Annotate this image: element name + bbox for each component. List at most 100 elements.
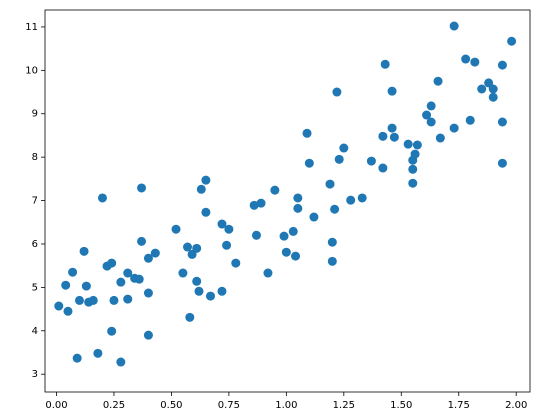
point bbox=[378, 163, 388, 173]
point bbox=[426, 117, 436, 127]
point bbox=[465, 115, 475, 125]
x-tick-label: 1.25 bbox=[333, 400, 355, 411]
point bbox=[150, 248, 160, 258]
point bbox=[231, 258, 241, 268]
point bbox=[408, 178, 418, 188]
point bbox=[422, 110, 432, 120]
point bbox=[293, 193, 303, 203]
point bbox=[380, 59, 390, 69]
point bbox=[263, 268, 273, 278]
point bbox=[291, 251, 301, 261]
point bbox=[309, 212, 319, 222]
point bbox=[410, 149, 420, 159]
point bbox=[497, 158, 507, 168]
point bbox=[293, 203, 303, 213]
point bbox=[387, 86, 397, 96]
point bbox=[470, 57, 480, 67]
y-tick-label: 3 bbox=[32, 369, 38, 380]
point bbox=[408, 164, 418, 174]
point bbox=[217, 219, 227, 229]
point bbox=[507, 36, 517, 46]
point bbox=[270, 185, 280, 195]
point bbox=[325, 179, 335, 189]
point bbox=[79, 246, 89, 256]
point bbox=[497, 60, 507, 70]
point bbox=[116, 357, 126, 367]
x-tick-label: 0.25 bbox=[103, 400, 125, 411]
y-tick-label: 5 bbox=[32, 282, 38, 293]
x-tick-label: 0.00 bbox=[45, 400, 67, 411]
point bbox=[330, 204, 340, 214]
point bbox=[137, 183, 147, 193]
point bbox=[107, 326, 117, 336]
point bbox=[304, 158, 314, 168]
point bbox=[222, 240, 232, 250]
point bbox=[327, 237, 337, 247]
x-tick-label: 1.50 bbox=[390, 400, 412, 411]
point bbox=[279, 231, 289, 241]
point bbox=[435, 133, 445, 143]
y-tick-label: 6 bbox=[32, 239, 38, 250]
point bbox=[185, 312, 195, 322]
point bbox=[334, 154, 344, 164]
point bbox=[123, 268, 133, 278]
point bbox=[143, 330, 153, 340]
point bbox=[387, 123, 397, 133]
point bbox=[192, 276, 202, 286]
point bbox=[412, 140, 422, 150]
point bbox=[192, 243, 202, 253]
point bbox=[74, 295, 84, 305]
y-tick-label: 7 bbox=[32, 196, 38, 207]
point bbox=[109, 295, 119, 305]
point bbox=[183, 242, 193, 252]
point bbox=[217, 286, 227, 296]
point bbox=[433, 76, 443, 86]
point bbox=[134, 274, 144, 284]
point bbox=[143, 288, 153, 298]
point bbox=[346, 195, 356, 205]
point bbox=[72, 353, 82, 363]
point bbox=[81, 281, 91, 291]
point bbox=[224, 224, 234, 234]
point bbox=[251, 230, 261, 240]
y-tick-label: 11 bbox=[25, 22, 38, 33]
point bbox=[378, 131, 388, 141]
point bbox=[357, 193, 367, 203]
point bbox=[61, 280, 71, 290]
point bbox=[88, 295, 98, 305]
point bbox=[327, 256, 337, 266]
point bbox=[449, 123, 459, 133]
point bbox=[97, 193, 107, 203]
point bbox=[449, 21, 459, 31]
y-tick-label: 10 bbox=[25, 65, 38, 76]
y-tick-label: 8 bbox=[32, 152, 38, 163]
point bbox=[288, 226, 298, 236]
point bbox=[143, 253, 153, 263]
point bbox=[68, 267, 78, 277]
x-tick-label: 0.75 bbox=[218, 400, 240, 411]
point bbox=[54, 301, 64, 311]
point bbox=[63, 306, 73, 316]
point bbox=[488, 84, 498, 94]
point bbox=[366, 156, 376, 166]
plot-frame bbox=[44, 9, 531, 393]
point bbox=[178, 268, 188, 278]
point bbox=[461, 54, 471, 64]
y-tick-label: 9 bbox=[32, 109, 38, 120]
point bbox=[389, 132, 399, 142]
point bbox=[171, 224, 181, 234]
point bbox=[201, 207, 211, 217]
x-tick-label: 1.00 bbox=[275, 400, 297, 411]
x-tick-label: 0.50 bbox=[160, 400, 182, 411]
point bbox=[123, 294, 133, 304]
point bbox=[194, 286, 204, 296]
x-tick-label: 1.75 bbox=[448, 400, 470, 411]
x-tick-label: 2.00 bbox=[505, 400, 527, 411]
y-tick-label: 4 bbox=[32, 326, 38, 337]
point bbox=[205, 291, 215, 301]
point bbox=[281, 247, 291, 257]
point bbox=[107, 258, 117, 268]
point bbox=[339, 143, 349, 153]
point bbox=[332, 87, 342, 97]
